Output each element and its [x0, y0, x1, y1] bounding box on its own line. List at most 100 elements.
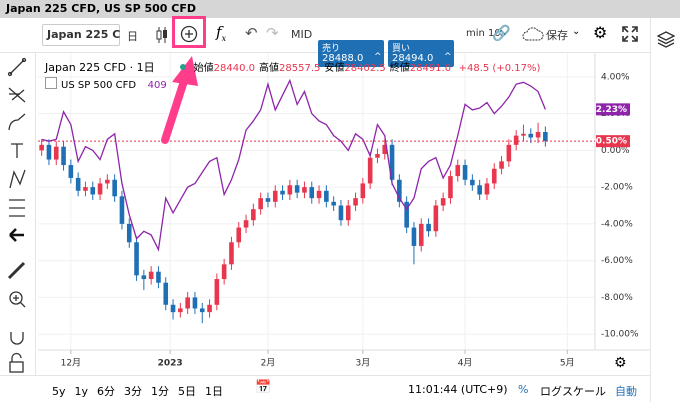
fx-icon[interactable]: fx — [216, 23, 227, 43]
x-tick-label: 4月 — [458, 358, 473, 369]
range-button[interactable]: 5日 — [178, 385, 197, 398]
compare-value: 409 — [147, 80, 167, 91]
y-tick-label: -6.00% — [601, 256, 633, 266]
range-buttons: 5y 1y 6分 3分 1分 5日 1日 — [52, 383, 232, 399]
measure-tool[interactable] — [9, 199, 25, 217]
ohlc-label: 終値 — [389, 63, 410, 74]
bottom-bar: 5y 1y 6分 3分 1分 5日 1日 📅 11:01:44 (UTC+9) % ログスケ… — [0, 375, 650, 402]
buy-price: 28494.0 — [392, 53, 434, 64]
ohlc-value: 28440.0 — [213, 63, 256, 74]
range-button[interactable]: 1日 — [205, 385, 224, 398]
text-tool[interactable] — [11, 143, 23, 158]
price-badge — [596, 135, 630, 148]
candle-body — [448, 176, 453, 199]
candle-body — [316, 190, 322, 199]
candle-body — [287, 185, 293, 195]
y-tick-label: -4.00% — [601, 219, 633, 229]
caret: ^ — [374, 52, 382, 62]
clock: 11:01:44 (UTC+9) — [408, 383, 508, 396]
pattern-tool[interactable] — [9, 169, 26, 189]
undo-icon[interactable]: ↶ — [245, 24, 258, 42]
price-badge — [596, 103, 630, 116]
redo-icon[interactable]: ↷ — [266, 24, 279, 42]
candle-body — [404, 201, 409, 228]
candle-body — [535, 131, 541, 138]
trendline-tool[interactable] — [7, 57, 27, 77]
candle-body — [243, 220, 249, 228]
candle-body — [170, 304, 176, 313]
hide-tool[interactable] — [9, 228, 24, 242]
candle-body — [440, 198, 446, 206]
range-button[interactable]: 3分 — [124, 385, 143, 398]
candle-body — [506, 144, 512, 162]
layers-icon[interactable] — [657, 30, 675, 48]
candle-body — [513, 135, 519, 145]
compare-name: US SP 500 CFD — [61, 80, 137, 91]
dropdown[interactable]: ⌄ — [572, 26, 581, 37]
price-mode[interactable]: MID — [291, 28, 313, 41]
candle-body — [338, 205, 344, 221]
cloud-icon[interactable] — [522, 27, 544, 41]
y-tick-label: 0.00% — [601, 146, 630, 156]
y-tick-label: -2.00% — [601, 183, 633, 193]
line-series — [41, 78, 546, 252]
candle-body — [97, 183, 103, 195]
lock-tool[interactable] — [9, 352, 24, 373]
candle-body — [119, 196, 125, 224]
range-button[interactable]: 5y — [52, 385, 66, 398]
legend: Japan 225 CFD · 1日 始値28440.0 高値28557.5 安値2… — [45, 61, 541, 91]
candle-body — [433, 205, 439, 232]
fib-tool[interactable] — [8, 87, 26, 103]
candle-body — [236, 227, 242, 243]
candle-body — [302, 187, 307, 193]
quantity[interactable]: min 10 — [466, 28, 501, 39]
range-button[interactable]: 6分 — [97, 385, 116, 398]
link-icon[interactable]: 🔗 — [492, 24, 511, 42]
candle-body — [375, 154, 380, 158]
candle-body — [331, 201, 336, 206]
highlight-box — [172, 16, 206, 48]
x-tick-label: 2月 — [261, 358, 276, 369]
magnet-tool[interactable] — [10, 332, 24, 345]
symbol-input[interactable]: Japan 225 C — [42, 24, 120, 46]
checkbox[interactable] — [45, 77, 57, 89]
ruler-tool[interactable] — [7, 261, 26, 280]
candle-body — [221, 264, 227, 280]
y-tick-label: -8.00% — [601, 293, 633, 303]
candle-body — [214, 279, 220, 305]
sell-label: 売り — [322, 44, 341, 54]
range-button[interactable]: 1分 — [151, 385, 170, 398]
candle-body — [353, 198, 358, 206]
candle-body — [345, 205, 351, 221]
interval[interactable]: 日 — [127, 30, 138, 43]
sell-button[interactable]: 売り 28488.0 ^ — [318, 40, 384, 67]
candle-body — [134, 242, 139, 276]
candle-body — [360, 183, 366, 199]
log-toggle[interactable]: ログスケール — [540, 385, 606, 398]
axis-settings[interactable]: ⚙ — [614, 355, 627, 371]
settings-icon[interactable]: ⚙ — [593, 23, 608, 42]
auto-toggle[interactable]: 自動 — [615, 385, 637, 398]
save-button[interactable]: 保存 — [546, 29, 568, 42]
ohlc-value: 28491.0 — [409, 63, 452, 74]
range-button[interactable]: 1y — [74, 385, 89, 398]
candle-body — [418, 223, 424, 246]
status-dot — [180, 64, 187, 70]
chart-type-icon[interactable] — [155, 26, 169, 44]
brush-tool[interactable] — [8, 113, 26, 131]
candle-body — [382, 144, 388, 155]
percent-toggle[interactable]: % — [518, 383, 529, 396]
add-indicator-icon[interactable] — [180, 25, 198, 43]
candle-body — [426, 223, 431, 232]
buy-button[interactable]: 買い 28494.0 ^ — [388, 40, 454, 67]
x-tick-label: 2023 — [158, 359, 183, 369]
candle-body — [470, 179, 475, 186]
candle-body — [207, 304, 212, 313]
fullscreen-icon[interactable] — [622, 26, 638, 42]
y-tick-label: 4.00% — [601, 72, 630, 82]
ohlc-label: 始値 — [193, 63, 214, 74]
calendar-icon[interactable]: 📅 — [255, 380, 272, 395]
x-tick-label: 5月 — [560, 358, 575, 369]
zoom-tool[interactable] — [9, 291, 26, 308]
